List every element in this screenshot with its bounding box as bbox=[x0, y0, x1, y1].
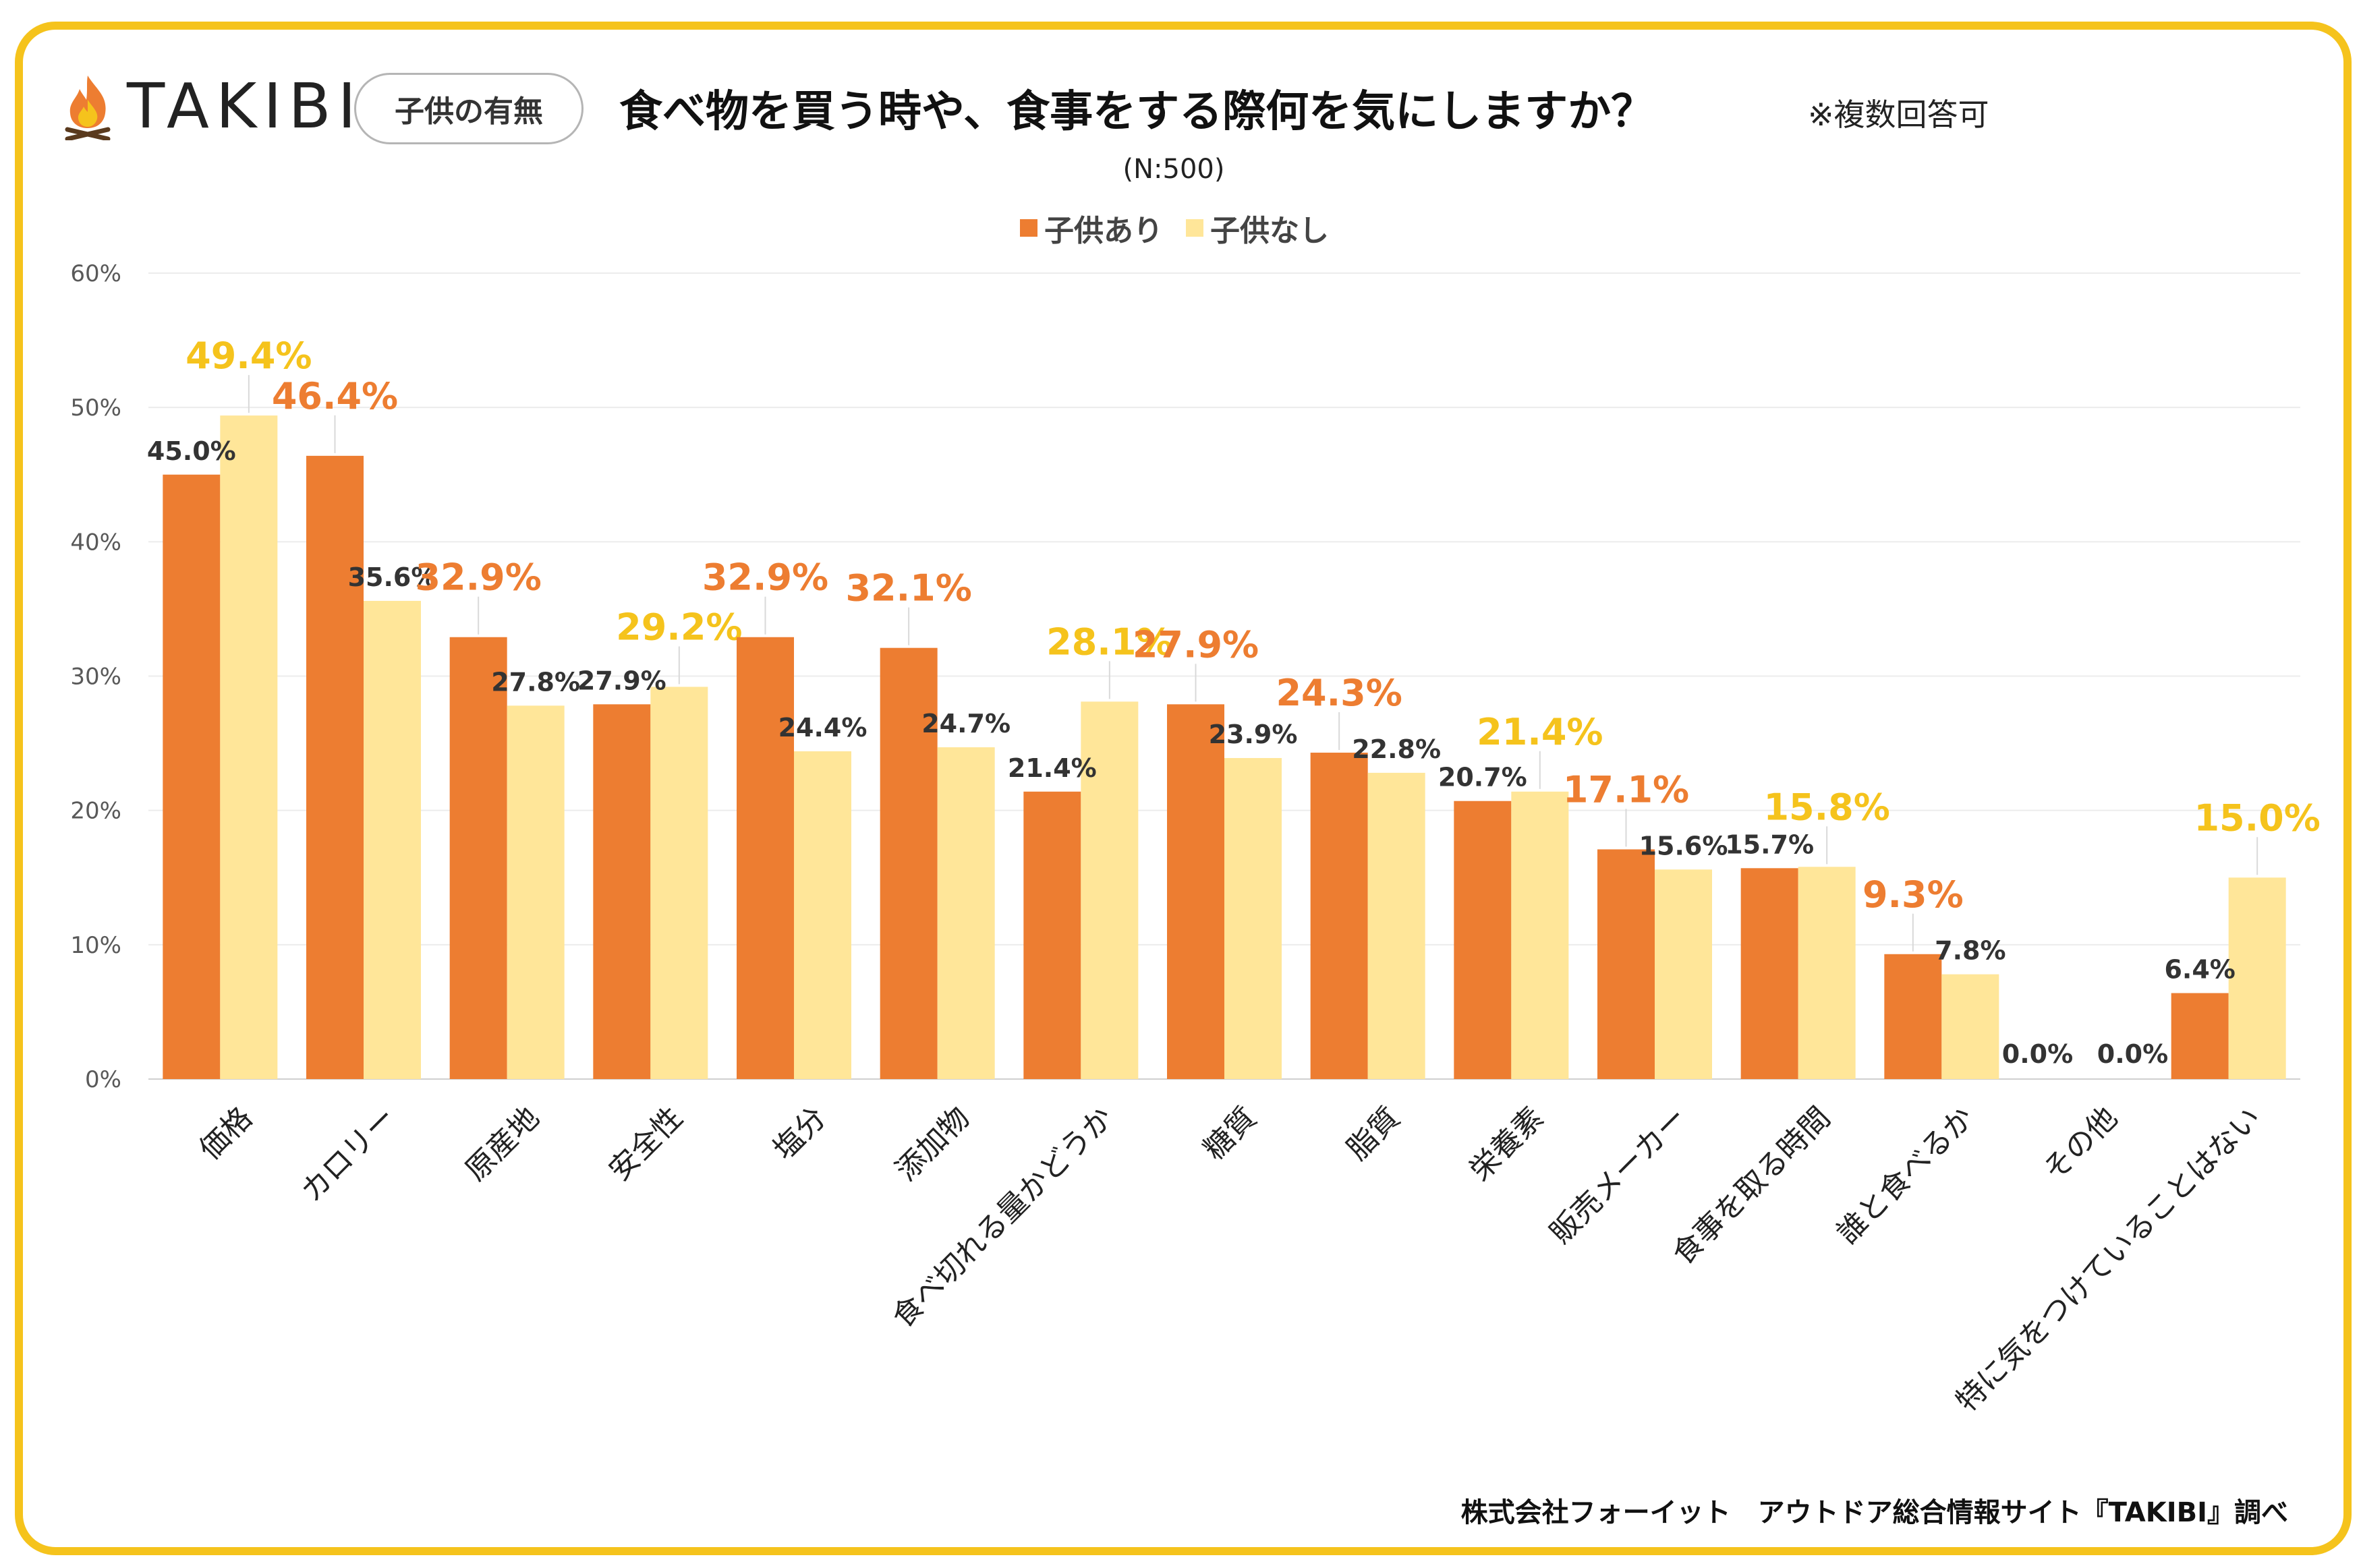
x-tick-label: 添加物 bbox=[889, 1101, 976, 1188]
data-label-highlight: 28.1% bbox=[1046, 620, 1172, 663]
legend-label-series2: 子供なし bbox=[1210, 214, 1329, 248]
x-tick-label: その他 bbox=[2037, 1101, 2124, 1188]
bar-series2 bbox=[937, 747, 995, 1079]
data-label-highlight: 32.9% bbox=[702, 556, 828, 599]
data-label-highlight: 27.9% bbox=[1133, 623, 1259, 666]
logo-text: TAKIBI bbox=[127, 70, 363, 142]
y-tick-label: 40% bbox=[70, 529, 121, 556]
chart-title: 食べ物を買う時や、食事をする際何を気にしますか？ bbox=[619, 87, 1655, 137]
bar-series2 bbox=[794, 751, 851, 1079]
filter-tag: 子供の有無 bbox=[354, 73, 584, 144]
legend-swatch-series1 bbox=[1020, 219, 1037, 237]
data-label-highlight: 21.4% bbox=[1477, 711, 1603, 753]
bar-series2 bbox=[650, 687, 708, 1079]
data-label: 15.6% bbox=[1639, 831, 1728, 861]
bar-series2 bbox=[507, 705, 565, 1079]
data-label: 27.8% bbox=[491, 667, 580, 697]
x-tick-label: 脂質 bbox=[1340, 1101, 1406, 1167]
legend-item-series2: 子供なし bbox=[1186, 206, 1329, 250]
bar-series2 bbox=[1081, 701, 1139, 1079]
bar-series2 bbox=[2228, 877, 2286, 1079]
data-label-highlight: 17.1% bbox=[1563, 768, 1689, 811]
data-label: 21.4% bbox=[1008, 753, 1097, 783]
y-tick-label: 60% bbox=[70, 260, 121, 287]
y-tick-label: 20% bbox=[70, 798, 121, 825]
data-label-highlight: 15.0% bbox=[2194, 796, 2320, 839]
bar-series1 bbox=[2171, 993, 2229, 1079]
bar-series1 bbox=[1167, 704, 1224, 1079]
data-label: 0.0% bbox=[2097, 1039, 2168, 1069]
data-label-highlight: 46.4% bbox=[272, 375, 398, 417]
x-tick-label: 安全性 bbox=[602, 1101, 689, 1188]
data-label: 0.0% bbox=[2002, 1039, 2073, 1069]
bar-series2 bbox=[1941, 974, 1999, 1079]
x-tick-label: 原産地 bbox=[459, 1101, 546, 1188]
legend-item-series1: 子供あり bbox=[1020, 206, 1163, 250]
source-credit: 株式会社フォーイット アウトドア総合情報サイト『TAKIBI』調べ bbox=[1460, 1497, 2288, 1528]
bar-series2 bbox=[1224, 757, 1282, 1079]
data-label: 23.9% bbox=[1209, 720, 1298, 749]
x-tick-label: 糖質 bbox=[1197, 1101, 1263, 1167]
bar-series1 bbox=[1597, 849, 1655, 1079]
sample-size: (N:500) bbox=[1122, 154, 1225, 185]
x-tick-label: 誰と食べるか bbox=[1830, 1101, 1981, 1251]
title-note: ※複数回答可 bbox=[1808, 96, 1989, 133]
x-tick-label: 価格 bbox=[193, 1101, 259, 1167]
x-tick-label: 販売メーカー bbox=[1543, 1101, 1694, 1251]
bar-series1 bbox=[1884, 954, 1942, 1079]
bar-series1 bbox=[737, 637, 794, 1079]
bar-series2 bbox=[220, 415, 278, 1079]
y-tick-label: 30% bbox=[70, 664, 121, 691]
bar-series1 bbox=[1740, 868, 1798, 1079]
data-label: 22.8% bbox=[1352, 734, 1441, 764]
data-label: 6.4% bbox=[2164, 955, 2235, 985]
bar-series2 bbox=[1798, 867, 1856, 1079]
data-label: 7.8% bbox=[1935, 936, 2006, 966]
data-label-highlight: 9.3% bbox=[1862, 873, 1964, 916]
x-tick-label: カロリー bbox=[294, 1101, 403, 1209]
bar-series1 bbox=[306, 455, 364, 1079]
y-tick-label: 10% bbox=[70, 932, 121, 959]
data-label-highlight: 29.2% bbox=[616, 606, 742, 648]
data-label-highlight: 15.8% bbox=[1763, 786, 1889, 828]
data-label: 35.6% bbox=[348, 562, 437, 592]
bar-series1 bbox=[1454, 801, 1512, 1079]
x-tick-label: 栄養素 bbox=[1463, 1101, 1550, 1188]
x-tick-label: 塩分 bbox=[766, 1101, 832, 1167]
bar-series1 bbox=[1310, 753, 1368, 1079]
data-label: 27.9% bbox=[577, 666, 666, 695]
bar-series1 bbox=[1023, 791, 1081, 1079]
legend-label-series1: 子供あり bbox=[1044, 214, 1163, 248]
data-label-highlight: 49.4% bbox=[186, 335, 312, 377]
y-tick-label: 0% bbox=[85, 1066, 121, 1093]
bar-series1 bbox=[593, 704, 651, 1079]
data-label: 45.0% bbox=[147, 436, 236, 466]
data-label-highlight: 32.1% bbox=[845, 567, 971, 610]
data-label: 24.7% bbox=[921, 709, 1011, 738]
data-label-highlight: 32.9% bbox=[415, 556, 541, 599]
brand-logo: TAKIBI bbox=[61, 73, 363, 140]
data-label: 24.4% bbox=[778, 713, 867, 743]
legend-swatch-series2 bbox=[1186, 219, 1203, 237]
y-tick-label: 50% bbox=[70, 395, 121, 422]
bar-series2 bbox=[1511, 791, 1569, 1079]
bar-series1 bbox=[880, 647, 938, 1079]
bar-series1 bbox=[163, 474, 221, 1079]
data-label: 15.7% bbox=[1725, 830, 1814, 859]
x-tick-label: 特に気をつけていることはない bbox=[1950, 1101, 2268, 1419]
data-label-highlight: 24.3% bbox=[1276, 672, 1402, 714]
data-label: 20.7% bbox=[1438, 763, 1527, 792]
bar-series1 bbox=[449, 637, 507, 1079]
bar-series2 bbox=[1655, 869, 1712, 1079]
campfire-icon bbox=[65, 76, 111, 140]
chart-legend: 子供あり 子供なし bbox=[1020, 206, 1352, 250]
bar-series2 bbox=[364, 600, 421, 1079]
bar-series2 bbox=[1367, 772, 1425, 1079]
